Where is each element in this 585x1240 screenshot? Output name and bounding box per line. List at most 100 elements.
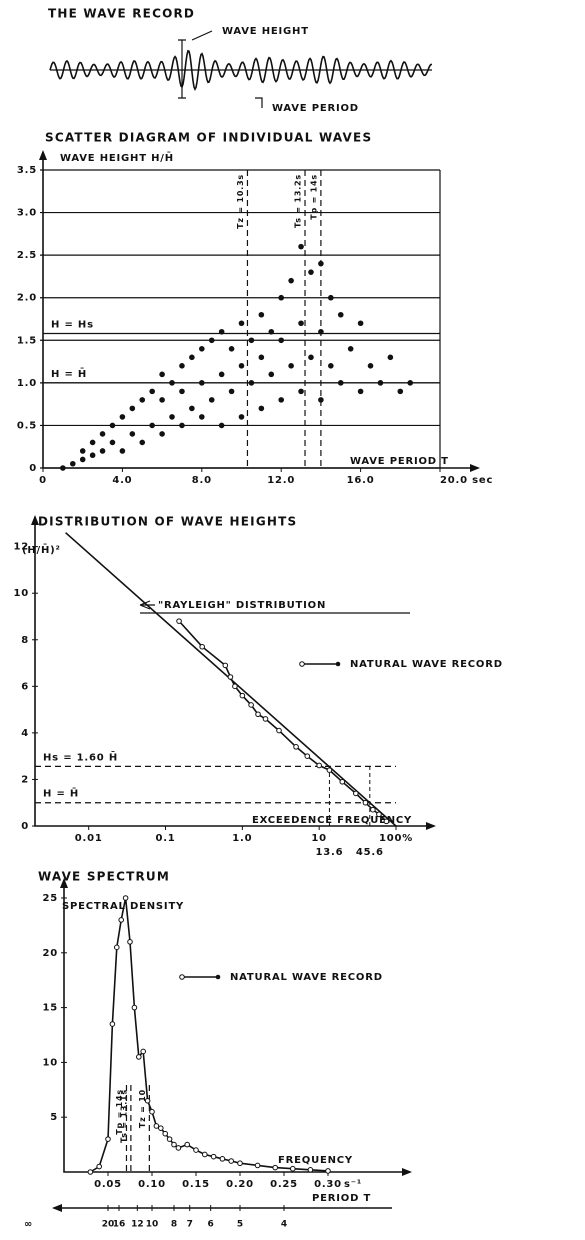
x-tick-label: 0.01	[75, 833, 103, 844]
scatter-point	[268, 328, 275, 335]
scatter-point	[278, 337, 285, 344]
x-tick-label: 0.20	[226, 1179, 254, 1190]
reference-label: Tz = 10	[138, 1089, 147, 1128]
scatter-point	[238, 320, 245, 327]
scatter-point	[89, 439, 96, 446]
series-marker	[290, 1165, 296, 1172]
x-arrow	[426, 822, 436, 830]
y-tick-label: 20	[42, 948, 58, 959]
scatter-point	[357, 320, 364, 327]
scatter-point	[79, 448, 86, 454]
y-tick-label: 0	[29, 463, 37, 474]
axes	[63, 880, 410, 1173]
legend-label: NATURAL WAVE RECORD	[350, 659, 503, 670]
scatter-point	[199, 414, 205, 420]
reference-label: Ts = 13.2s	[294, 174, 303, 228]
series-marker	[316, 762, 322, 769]
chart-title: WAVE SPECTRUM	[38, 870, 170, 884]
scatter-point	[308, 354, 314, 361]
x-tick-label: 0.10	[138, 1179, 166, 1190]
series-marker	[109, 1021, 116, 1027]
x-tick-label: 4.0	[112, 475, 132, 486]
x-tick-label: 8.0	[192, 475, 212, 486]
scatter-point	[228, 388, 235, 395]
scatter-point	[139, 397, 146, 403]
series-marker	[210, 1153, 217, 1160]
series-marker	[339, 778, 346, 785]
y-axis-label: (H/H̄)²	[22, 543, 61, 556]
x-unit: s⁻¹	[344, 1179, 362, 1190]
wave-period-label: WAVE PERIOD	[272, 103, 359, 114]
series-marker	[276, 727, 282, 734]
y-tick-label: 6	[21, 681, 29, 692]
x-tick-label: 0.25	[270, 1179, 298, 1190]
reference-label: Tp = 14s	[115, 1089, 124, 1135]
scatter-point	[337, 311, 344, 318]
legend-arrow	[139, 600, 155, 610]
series-marker	[140, 1048, 146, 1055]
x-arrow	[402, 1168, 412, 1176]
axes	[42, 152, 478, 469]
y-tick-label: 1.5	[17, 335, 37, 346]
series-marker	[199, 643, 205, 650]
scatter-point	[377, 380, 384, 386]
series-marker	[293, 744, 299, 750]
y-tick-label: 8	[21, 635, 29, 646]
scatter-point	[149, 422, 155, 429]
scatter-point	[258, 354, 265, 361]
period-tick-label: 8	[171, 1220, 177, 1230]
scatter-point	[367, 363, 374, 369]
scatter-point	[268, 371, 275, 378]
series-marker	[325, 1168, 331, 1174]
reference-label: H = Hs	[51, 319, 94, 330]
scatter-point	[238, 414, 245, 420]
series-marker	[149, 1108, 155, 1115]
annotation: WAVE PERIOD T	[350, 456, 449, 467]
period-origin: ∞	[24, 1219, 33, 1230]
scatter-point	[119, 448, 126, 454]
marked-x-label: 45.6	[356, 847, 384, 858]
scatter-point	[337, 380, 344, 386]
scatter-point	[129, 405, 136, 412]
reference-label: Hs = 1.60 H̄	[43, 751, 118, 764]
scatter-point	[288, 363, 294, 369]
scatter-point	[318, 397, 324, 403]
y-tick-label: 10	[13, 588, 29, 599]
series-marker	[239, 692, 246, 699]
scatter-point	[347, 346, 354, 352]
scatter-point	[387, 354, 394, 361]
scatter-point	[159, 397, 165, 403]
y-arrow	[31, 515, 39, 525]
y-tick-label: 10	[42, 1057, 58, 1068]
scatter-point	[89, 452, 96, 459]
y-tick-label: 4	[21, 728, 29, 739]
scatter-point	[357, 388, 364, 395]
legend-marker	[215, 974, 221, 980]
y-tick-label: 3.0	[17, 208, 37, 219]
series-marker	[166, 1136, 173, 1142]
reference-label: H = H̄	[43, 787, 79, 800]
scatter-point	[169, 380, 175, 386]
scatter-point	[328, 294, 334, 301]
scatter-point	[208, 397, 215, 403]
scatter-point	[109, 422, 116, 429]
period-tick-label: 12	[131, 1220, 144, 1230]
series-marker	[376, 811, 382, 818]
scatter-point	[189, 354, 195, 361]
y-tick-label: 0	[21, 821, 29, 832]
scatter-point	[169, 414, 175, 420]
x-tick-label: 20.0 sec	[440, 475, 493, 486]
scatter-point	[308, 269, 314, 275]
y-tick-label: 0.5	[17, 420, 37, 431]
legend-marker	[299, 661, 305, 667]
chart-title: DISTRIBUTION OF WAVE HEIGHTS	[38, 515, 297, 529]
scatter-point	[208, 337, 215, 344]
axes	[34, 517, 434, 827]
series-marker	[105, 1136, 111, 1142]
scatter-point	[318, 260, 324, 267]
period-tick-label: 6	[208, 1220, 214, 1230]
x-tick-label: 100%	[379, 833, 413, 844]
y-tick-label: 2	[21, 774, 29, 785]
y-tick-label: 12	[13, 542, 29, 553]
reference-label: Ts = 13.1s	[119, 1089, 128, 1143]
